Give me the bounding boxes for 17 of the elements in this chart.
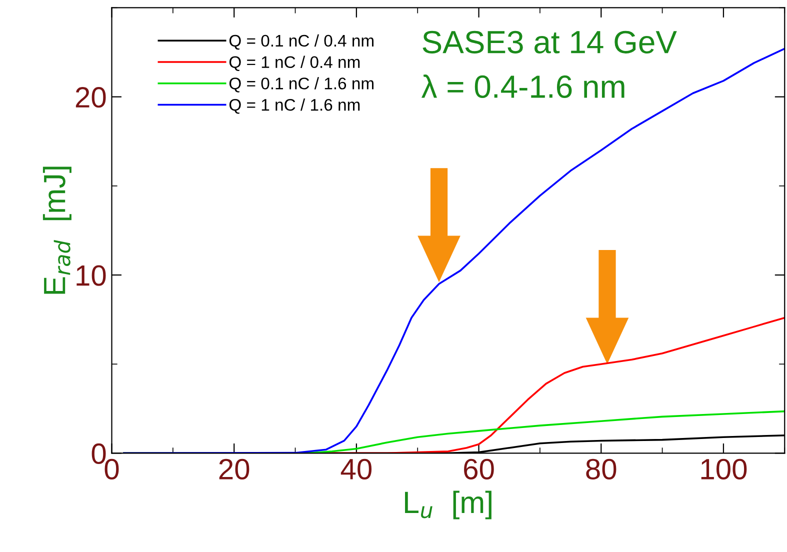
- legend-label: Q = 1 nC / 1.6 nm: [229, 98, 360, 114]
- x-tick-label: 60: [464, 458, 494, 480]
- y-tick-label: 0: [92, 443, 106, 464]
- x-tick-label: 0: [104, 458, 119, 480]
- x-tick-label: 40: [340, 458, 372, 480]
- x-tick-label: 100: [701, 458, 747, 480]
- y-tick-label: 10: [76, 265, 106, 286]
- legend-label: Q = 0.1 nC / 1.6 nm: [229, 77, 374, 92]
- y-tick-label: 20: [76, 87, 106, 108]
- x-tick-label: 80: [586, 458, 616, 480]
- y-axis-title: E$_{rad}$ [mJ]: [42, 166, 72, 294]
- annotation: λ = 0.4-1.6 nm: [422, 74, 624, 98]
- legend-label: Q = 0.1 nC / 0.4 nm: [229, 34, 374, 50]
- annotation: SASE3 at 14 GeV: [422, 30, 677, 54]
- x-axis-title: L$_{u}$ [m]: [405, 490, 492, 520]
- legend-label: Q = 1 nC / 0.4 nm: [229, 56, 360, 72]
- x-tick-label: 20: [219, 458, 250, 480]
